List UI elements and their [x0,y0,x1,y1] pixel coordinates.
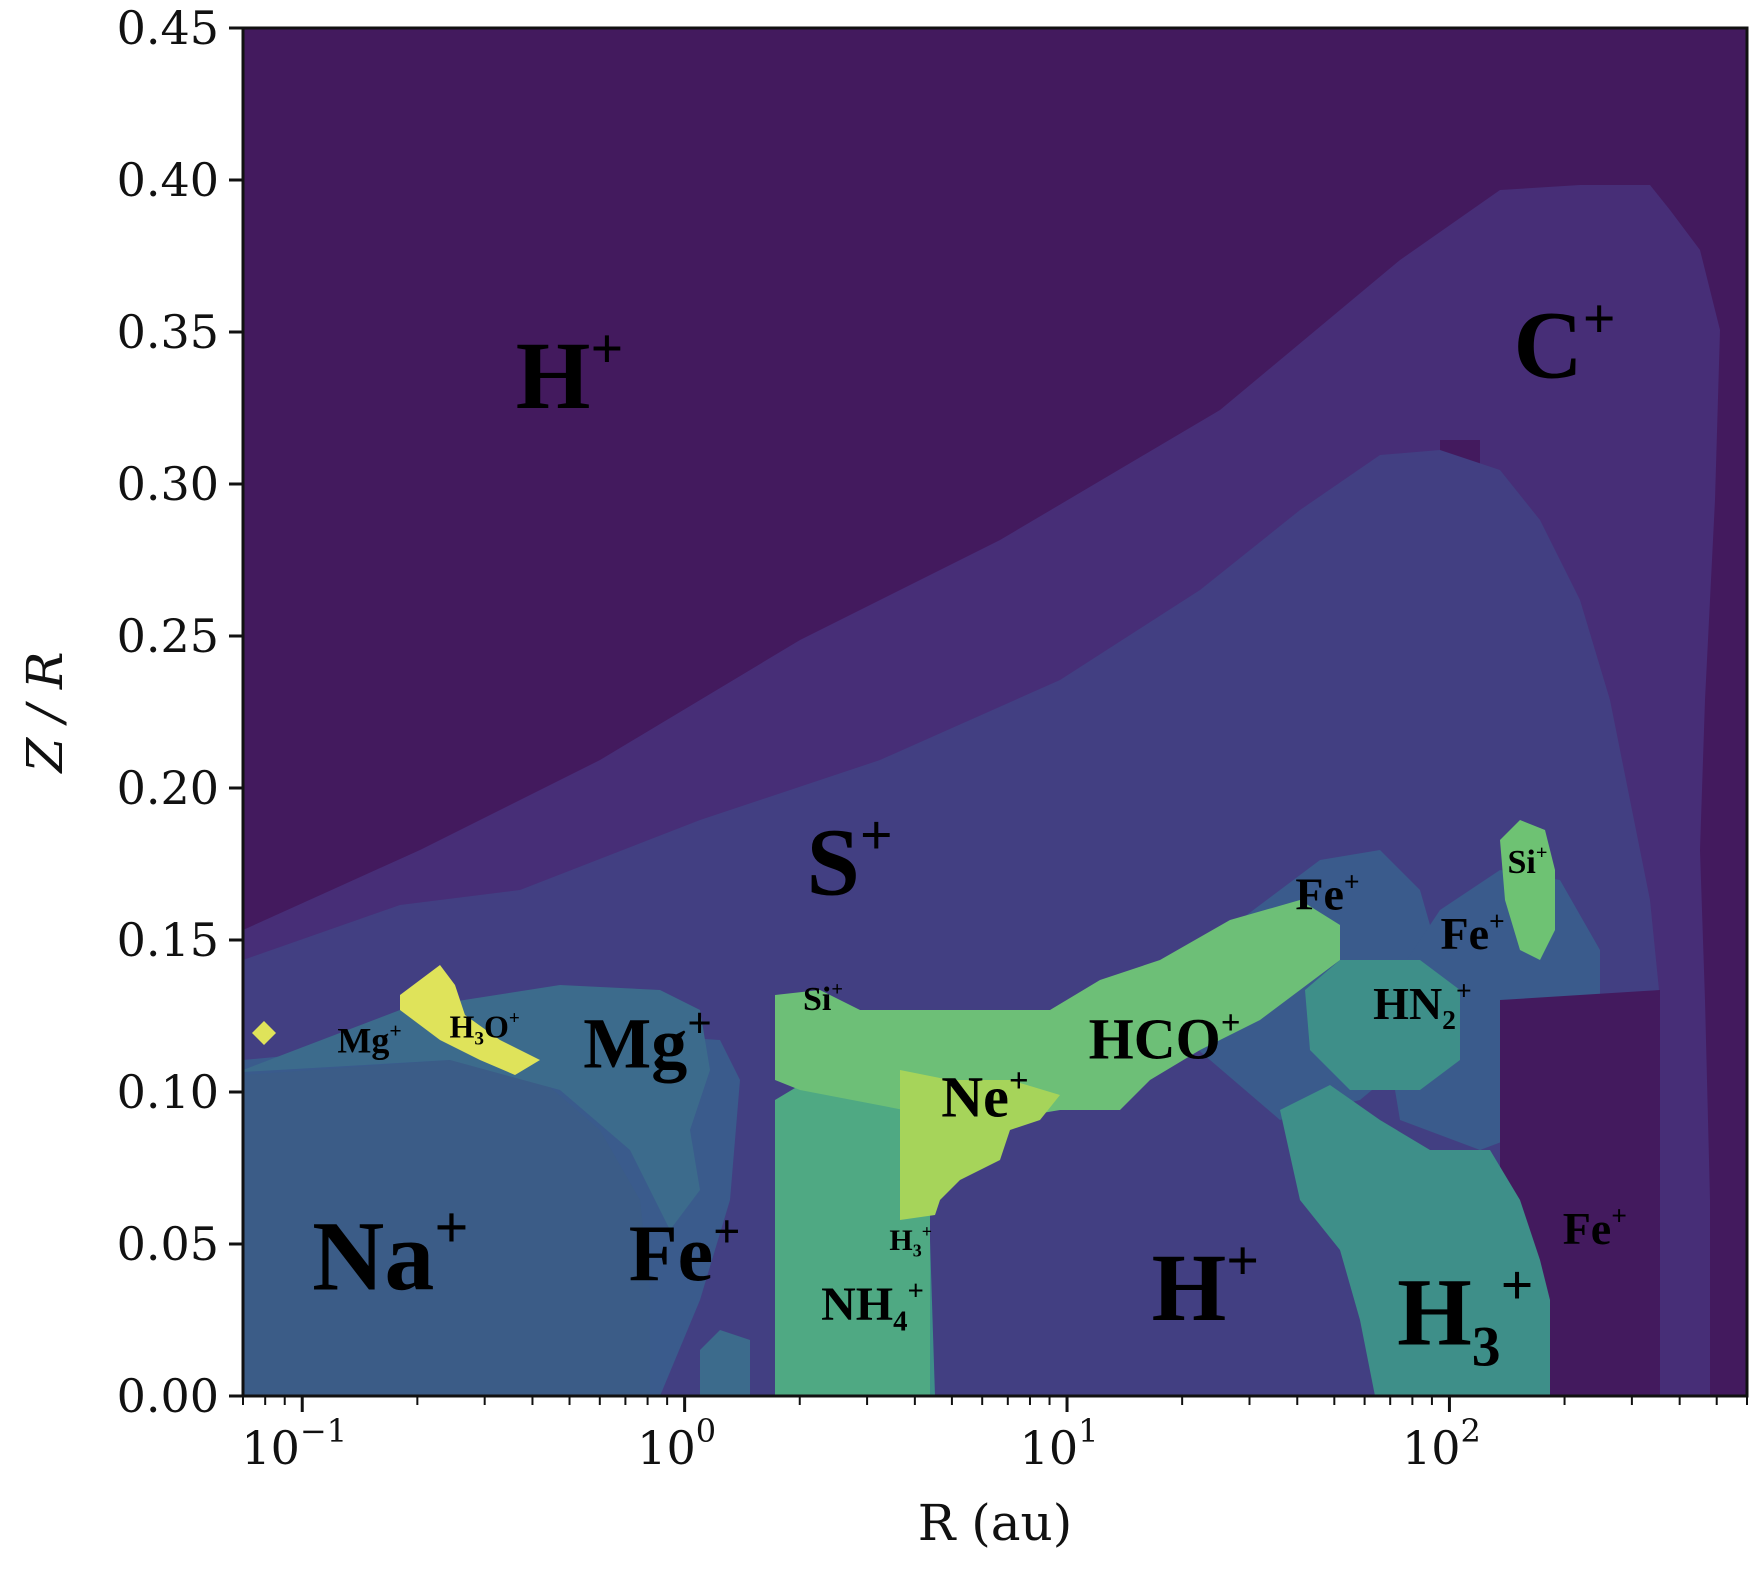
x-axis-title: R (au) [918,1494,1073,1552]
x-tick-label: 101 [1020,1412,1099,1475]
ion-label-h3-plus-small: H3+ [889,1221,932,1260]
region-hco-plus [775,900,1340,1120]
ion-label-fe-plus-far: Fe+ [1563,1200,1627,1254]
region-hn2-plus [1305,960,1460,1090]
region-mg-plus-sliver [700,1330,750,1396]
ion-label-na-plus: Na+ [312,1195,468,1312]
region-ne-plus [900,1070,1060,1220]
ion-label-si-plus-right: Si+ [1507,842,1547,881]
ion-label-fe-plus-mid: Fe+ [1295,865,1359,919]
ion-label-si-plus-left: Si+ [803,979,843,1018]
ion-label-c-plus: C+ [1513,287,1615,398]
x-tick-label: 100 [637,1412,716,1475]
ion-label-hn2-plus: HN2+ [1373,975,1472,1035]
y-tick-label: 0.00 [117,1369,219,1423]
region-h3o-plus-dot [252,1021,276,1045]
y-tick-label: 0.25 [117,609,219,663]
plot-area [243,28,1747,1396]
y-axis: 0.00 0.05 0.10 0.15 0.20 0.25 0.30 0.35 0.40 0.45 [117,1,243,1423]
x-axis: 10−1 100 101 102 [241,1396,1748,1475]
y-tick-label: 0.40 [117,153,219,207]
x-tick-label: 10−1 [241,1412,347,1475]
y-tick-label: 0.15 [117,913,219,967]
ion-label-hco-plus: HCO+ [1089,1003,1241,1071]
ion-labels: H+ C+S+Fe+ Si+Fe+HN2+HCO+Si+Mg+ H3O+ Mg+Ne+N… [312,287,1627,1378]
region-si-plus-right [1500,820,1555,960]
ion-label-ne-plus: Ne+ [941,1061,1028,1129]
y-axis-title: Z / R [16,651,74,774]
ion-label-h-plus-top: H+ [516,318,624,429]
y-tick-label: 0.10 [117,1065,219,1119]
region-mg-plus [243,985,710,1230]
region-na-plus [243,1060,650,1396]
ion-label-mg-plus-big: Mg+ [583,1000,712,1083]
y-tick-label: 0.20 [117,761,219,815]
y-tick-label: 0.45 [117,1,219,55]
x-tick-label: 102 [1402,1412,1481,1475]
ion-label-h3o-plus: H3O+ [450,1008,520,1049]
y-tick-label: 0.05 [117,1217,219,1271]
region-h3-plus [1280,1085,1550,1396]
ion-label-fe-plus-right: Fe+ [1441,905,1505,959]
region-nh4-plus [775,1085,930,1396]
ion-label-s-plus: S+ [806,804,892,915]
plot-frame [241,26,1749,1398]
ion-label-mg-plus-small: Mg+ [337,1018,401,1060]
y-tick-label: 0.35 [117,305,219,359]
ion-label-fe-plus-left: Fe+ [629,1205,741,1299]
ion-label-h3-plus-big: H3+ [1397,1254,1533,1378]
y-tick-label: 0.30 [117,457,219,511]
ion-label-h-plus-bottom: H+ [1152,1230,1260,1341]
region-h3o-plus [400,965,540,1075]
ion-label-nh4-plus: NH4+ [821,1275,924,1338]
